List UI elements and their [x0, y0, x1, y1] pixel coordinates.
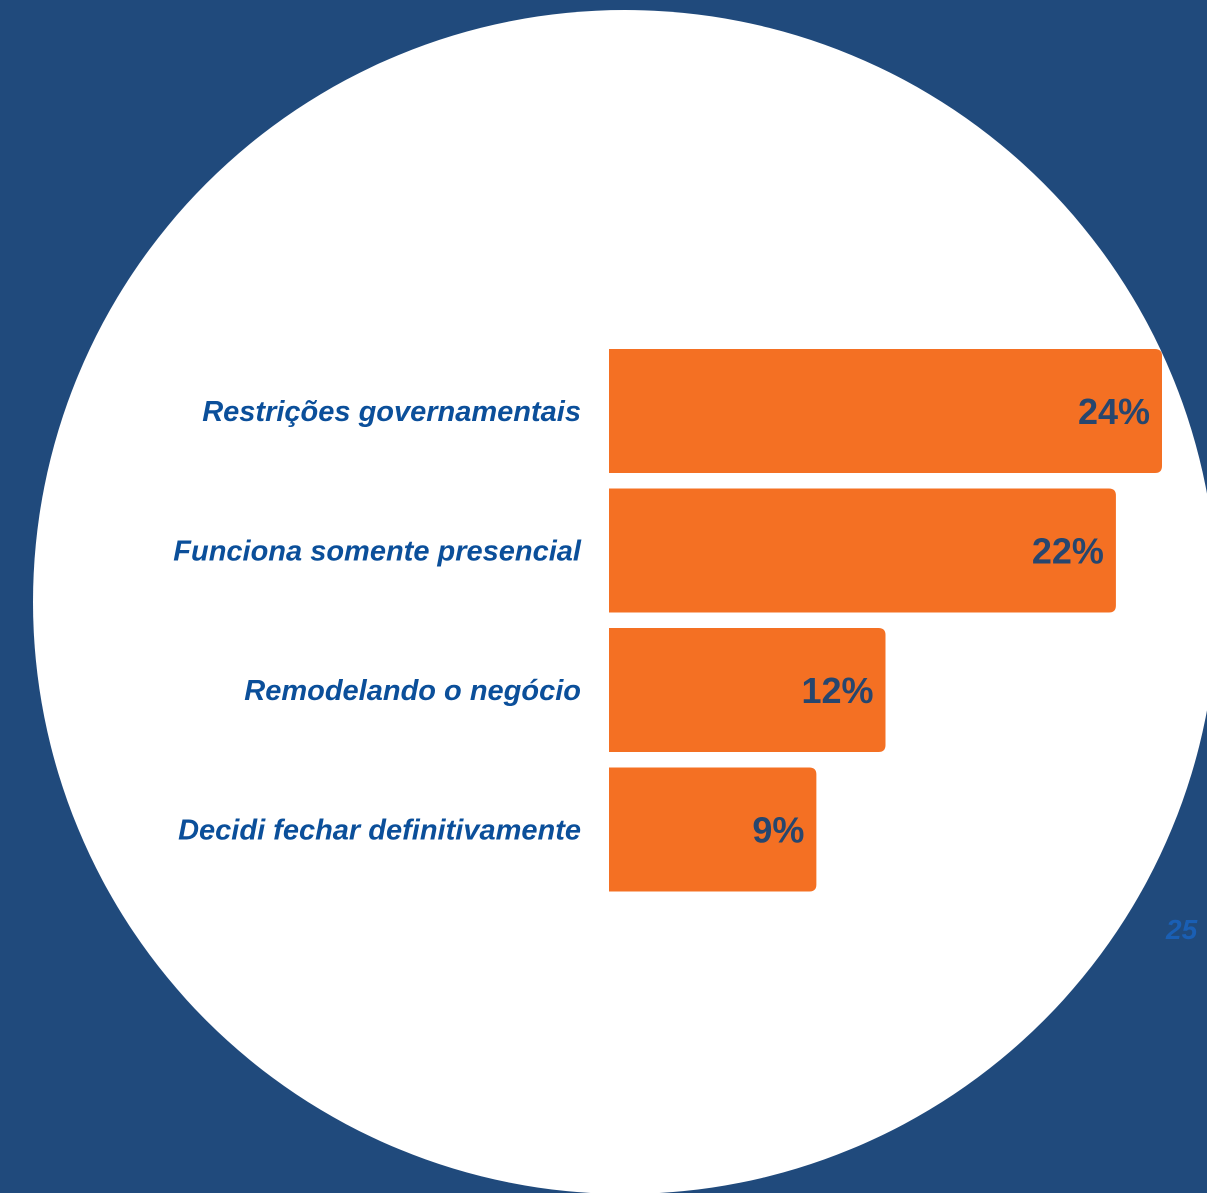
category-label-1: Restrições governamentais: [202, 396, 581, 428]
value-label-3: 12%: [801, 670, 873, 711]
value-label-2: 22%: [1032, 531, 1104, 572]
category-label-3: Remodelando o negócio: [244, 675, 581, 707]
value-label-1: 24%: [1078, 391, 1150, 432]
page-number: 25: [1165, 914, 1198, 945]
category-label-4: Decidi fechar definitivamente: [178, 815, 581, 847]
category-label-2: Funciona somente presencial: [173, 536, 582, 568]
value-label-4: 9%: [752, 810, 804, 851]
